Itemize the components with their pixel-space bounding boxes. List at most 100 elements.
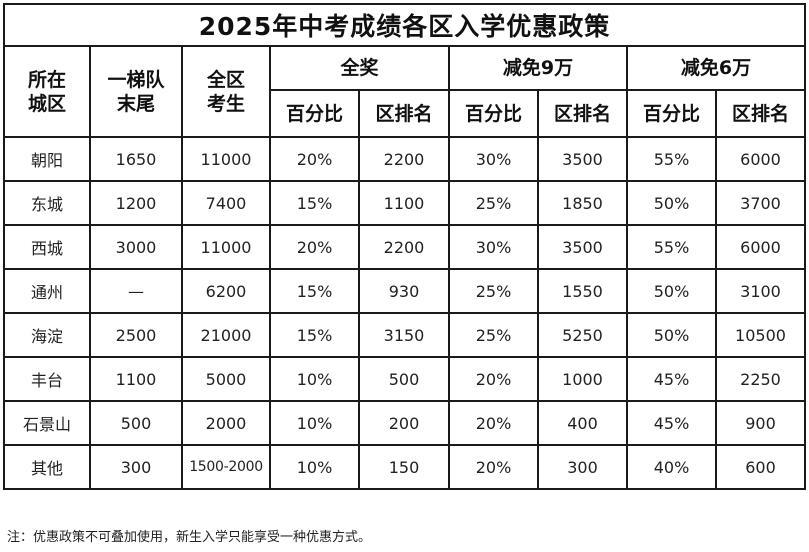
cell-w9-rank: 5250 [537, 312, 628, 358]
header-9w-rank: 区排名 [537, 89, 628, 138]
cell-w9-pct: 20% [448, 400, 539, 446]
cell-total: 1500-2000 [181, 444, 271, 490]
cell-district: 其他 [3, 444, 91, 490]
cell-w6-rank: 900 [714, 400, 807, 446]
cell-w9-rank: 300 [537, 444, 628, 490]
cell-w9-pct: 20% [448, 356, 539, 402]
table-row: 丰台 1100 5000 10% 500 20% 1000 45% 2250 [3, 356, 807, 402]
header-group-9w: 减免9万 [448, 45, 628, 91]
cell-full-rank: 500 [358, 356, 450, 402]
header-last-line2: 末尾 [116, 92, 155, 115]
cell-full-rank: 200 [358, 400, 450, 446]
cell-w9-rank: 1550 [537, 268, 628, 314]
cell-full-pct: 15% [269, 312, 360, 358]
cell-full-rank: 2200 [358, 224, 450, 270]
cell-district: 西城 [3, 224, 91, 270]
header-total: 全区 考生 [181, 45, 271, 138]
header-last-line1: 一梯队 [107, 68, 165, 91]
cell-last: 1200 [89, 180, 183, 226]
cell-w6-rank: 3700 [714, 180, 807, 226]
cell-w9-pct: 25% [448, 312, 539, 358]
cell-district: 通州 [3, 268, 91, 314]
cell-full-pct: 10% [269, 444, 360, 490]
cell-total: 2000 [181, 400, 271, 446]
table-row: 朝阳 1650 11000 20% 2200 30% 3500 55% 6000 [3, 136, 807, 182]
table-row: 西城 3000 11000 20% 2200 30% 3500 55% 6000 [3, 224, 807, 270]
footnote: 注：优惠政策不可叠加使用，新生入学只能享受一种优惠方式。 [7, 530, 372, 545]
cell-full-rank: 2200 [358, 136, 450, 182]
cell-w9-pct: 20% [448, 444, 539, 490]
table-row: 通州 —6200 15% 930 25% 1550 50% 3100 [3, 268, 807, 314]
cell-total: 11000 [181, 224, 271, 270]
cell-district: 东城 [3, 180, 91, 226]
cell-w6-pct: 50% [626, 180, 717, 226]
table-title: 2025年中考成绩各区入学优惠政策 [2, 3, 807, 47]
cell-w6-pct: 45% [626, 400, 717, 446]
table-row: 石景山 500 2000 10% 200 20% 400 45% 900 [3, 400, 807, 446]
policy-table: 2025年中考成绩各区入学优惠政策 所在 城区 一梯队 末尾 全区 考生 全奖 … [2, 3, 807, 490]
cell-w6-pct: 55% [626, 224, 717, 270]
header-district-line1: 所在 [27, 68, 66, 91]
cell-full-pct: 20% [269, 224, 360, 270]
cell-full-pct: 10% [269, 356, 360, 402]
cell-w9-rank: 1850 [537, 180, 628, 226]
cell-full-pct: 10% [269, 400, 360, 446]
cell-full-pct: 15% [269, 180, 360, 226]
cell-w6-pct: 55% [626, 136, 717, 182]
header-district: 所在 城区 [3, 45, 91, 138]
header-group-full: 全奖 [269, 45, 450, 91]
cell-total: 11000 [181, 136, 271, 182]
cell-last: 500 [89, 400, 183, 446]
cell-last: 2500 [89, 312, 183, 358]
cell-w9-pct: 30% [448, 224, 539, 270]
header-full-rank: 区排名 [358, 89, 450, 138]
cell-w6-pct: 40% [626, 444, 717, 490]
header-6w-percent: 百分比 [626, 89, 717, 138]
cell-total: 6200 [181, 268, 271, 314]
cell-district: 朝阳 [3, 136, 91, 182]
cell-w9-rank: 3500 [537, 136, 628, 182]
cell-full-rank: 1100 [358, 180, 450, 226]
cell-w6-rank: 600 [714, 444, 807, 490]
cell-w6-rank: 10500 [714, 312, 807, 358]
header-full-percent: 百分比 [269, 89, 360, 138]
cell-last: 1650 [89, 136, 183, 182]
cell-total: 7400 [181, 180, 271, 226]
cell-full-rank: 930 [358, 268, 450, 314]
header-group-6w: 减免6万 [625, 45, 807, 91]
cell-w6-rank: 2250 [714, 356, 807, 402]
cell-last: 1100 [89, 356, 183, 402]
cell-full-pct: 20% [269, 136, 360, 182]
cell-last: 3000 [89, 224, 183, 270]
header-6w-rank: 区排名 [714, 89, 807, 138]
cell-full-rank: 3150 [358, 312, 450, 358]
header-district-line2: 城区 [27, 92, 66, 115]
cell-last: — [89, 268, 183, 314]
cell-w6-rank: 3100 [714, 268, 807, 314]
cell-district: 丰台 [3, 356, 91, 402]
cell-total: 21000 [181, 312, 271, 358]
cell-last: 300 [89, 444, 183, 490]
cell-w6-pct: 45% [626, 356, 717, 402]
cell-full-pct: 15% [269, 268, 360, 314]
cell-total: 5000 [181, 356, 271, 402]
header-9w-percent: 百分比 [448, 89, 539, 138]
header-total-line1: 全区 [206, 68, 245, 91]
table-row: 东城 1200 7400 15% 1100 25% 1850 50% 3700 [3, 180, 807, 226]
cell-w9-rank: 1000 [537, 356, 628, 402]
cell-district: 石景山 [3, 400, 91, 446]
table-row: 海淀 2500 21000 15% 3150 25% 5250 50% 10500 [3, 312, 807, 358]
cell-w6-pct: 50% [626, 268, 717, 314]
cell-full-rank: 150 [358, 444, 450, 490]
cell-w9-pct: 25% [448, 180, 539, 226]
header-total-line2: 考生 [206, 92, 245, 115]
policy-table-frame: 2025年中考成绩各区入学优惠政策 所在 城区 一梯队 末尾 全区 考生 全奖 … [2, 3, 807, 490]
cell-w9-pct: 25% [448, 268, 539, 314]
cell-w9-pct: 30% [448, 136, 539, 182]
cell-w9-rank: 400 [537, 400, 628, 446]
cell-district: 海淀 [3, 312, 91, 358]
header-last: 一梯队 末尾 [89, 45, 183, 138]
cell-w9-rank: 3500 [537, 224, 628, 270]
cell-w6-pct: 50% [626, 312, 717, 358]
cell-w6-rank: 6000 [714, 224, 807, 270]
